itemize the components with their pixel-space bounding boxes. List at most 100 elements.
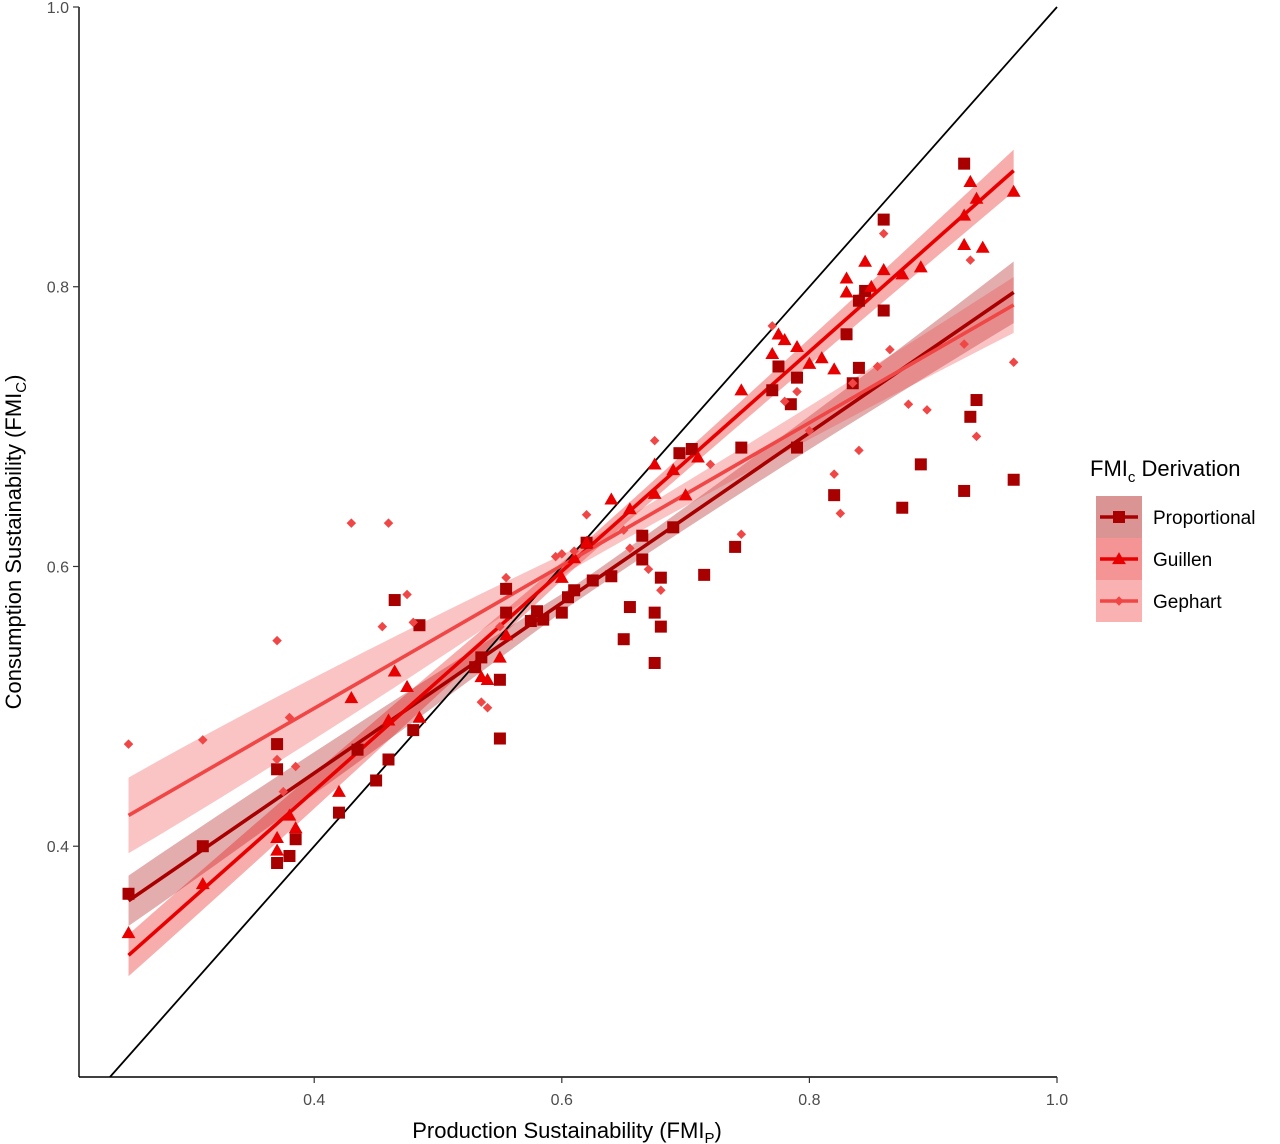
- point-guillen: [554, 570, 569, 583]
- legend-label: Proportional: [1153, 508, 1255, 529]
- y-tick-label: 1.0: [47, 0, 69, 17]
- legend-key-marker: [1113, 511, 1125, 523]
- point-proportional: [636, 529, 649, 542]
- point-proportional: [791, 371, 804, 384]
- point-proportional: [283, 850, 296, 863]
- point-proportional: [828, 489, 841, 502]
- point-gephart: [1008, 357, 1019, 368]
- point-guillen: [666, 463, 681, 476]
- point-proportional: [475, 651, 488, 664]
- point-gephart: [903, 399, 914, 409]
- point-guillen: [400, 679, 414, 692]
- point-guillen: [195, 877, 210, 890]
- point-proportional: [852, 361, 865, 374]
- legend-item-gephart: Gephart: [1096, 580, 1222, 622]
- point-proportional: [370, 774, 383, 787]
- point-proportional: [958, 484, 971, 497]
- point-guillen: [963, 174, 978, 188]
- point-proportional: [772, 360, 785, 373]
- point-proportional: [289, 833, 302, 846]
- point-guillen: [814, 351, 829, 364]
- point-gephart: [705, 459, 716, 470]
- point-guillen: [957, 208, 972, 221]
- point-guillen: [771, 327, 786, 340]
- point-gephart: [829, 469, 839, 479]
- point-proportional: [332, 806, 345, 819]
- point-gephart: [854, 445, 864, 456]
- point-proportional: [673, 447, 686, 460]
- point-guillen: [678, 488, 693, 501]
- point-gephart: [495, 621, 505, 632]
- point-gephart: [804, 426, 815, 436]
- point-gephart: [872, 361, 883, 372]
- legend-key-marker: [1114, 596, 1124, 606]
- point-gephart: [346, 518, 357, 528]
- point-guillen: [1006, 184, 1021, 197]
- point-guillen: [913, 260, 928, 273]
- point-proportional: [698, 568, 711, 581]
- point-guillen: [121, 926, 136, 939]
- point-gephart: [581, 509, 592, 520]
- point-gephart: [885, 344, 895, 355]
- point-gephart: [736, 529, 747, 540]
- legend: FMIc Derivation Proportional Guillen Gepha…: [1090, 456, 1255, 622]
- point-gephart: [272, 754, 282, 765]
- point-proportional: [500, 606, 513, 619]
- point-gephart: [618, 525, 629, 535]
- point-proportional: [351, 743, 364, 756]
- point-proportional: [877, 213, 890, 226]
- point-gephart: [649, 435, 660, 446]
- point-gephart: [779, 396, 790, 407]
- point-proportional: [729, 540, 742, 553]
- y-tick-label: 0.6: [47, 559, 69, 576]
- point-gephart: [377, 621, 388, 632]
- data-points: [121, 157, 1021, 939]
- point-proportional: [407, 724, 420, 737]
- point-gephart: [878, 228, 889, 239]
- point-gephart: [643, 564, 654, 575]
- point-proportional: [766, 384, 779, 397]
- point-proportional: [1007, 473, 1020, 486]
- point-proportional: [500, 582, 513, 595]
- point-proportional: [555, 606, 568, 619]
- legend-label: Gephart: [1153, 592, 1222, 613]
- point-proportional: [970, 394, 983, 407]
- legend-title: FMIc Derivation: [1090, 456, 1241, 486]
- point-proportional: [382, 753, 395, 766]
- point-proportional: [964, 410, 977, 423]
- point-guillen: [839, 271, 854, 284]
- point-gephart: [569, 546, 579, 556]
- point-proportional: [271, 738, 284, 751]
- point-gephart: [272, 635, 282, 646]
- point-proportional: [648, 606, 661, 619]
- point-guillen: [381, 713, 396, 726]
- point-proportional: [493, 673, 506, 686]
- point-gephart: [482, 702, 493, 713]
- point-proportional: [958, 157, 971, 170]
- point-proportional: [623, 601, 636, 614]
- x-axis-title: Production Sustainability (FMIP): [412, 1118, 722, 1144]
- point-guillen: [270, 830, 284, 843]
- point-proportional: [493, 732, 506, 745]
- point-guillen: [827, 362, 842, 375]
- point-guillen: [270, 843, 284, 856]
- point-proportional: [524, 615, 537, 628]
- point-proportional: [852, 294, 865, 307]
- y-axis-title: Consumption Sustainability (FMIC): [1, 375, 30, 710]
- point-guillen: [691, 450, 705, 463]
- x-tick-label: 0.8: [798, 1092, 820, 1109]
- point-proportional: [586, 574, 599, 587]
- point-guillen: [647, 486, 662, 499]
- point-guillen: [969, 191, 984, 204]
- point-gephart: [402, 589, 412, 600]
- point-guillen: [647, 457, 662, 470]
- point-guillen: [567, 551, 582, 564]
- point-gephart: [922, 405, 932, 415]
- point-proportional: [735, 441, 748, 454]
- point-gephart: [959, 339, 969, 349]
- point-proportional: [271, 857, 284, 869]
- legend-keys: Proportional Guillen Gephart: [1096, 496, 1255, 622]
- point-gephart: [625, 543, 635, 554]
- point-proportional: [648, 656, 661, 669]
